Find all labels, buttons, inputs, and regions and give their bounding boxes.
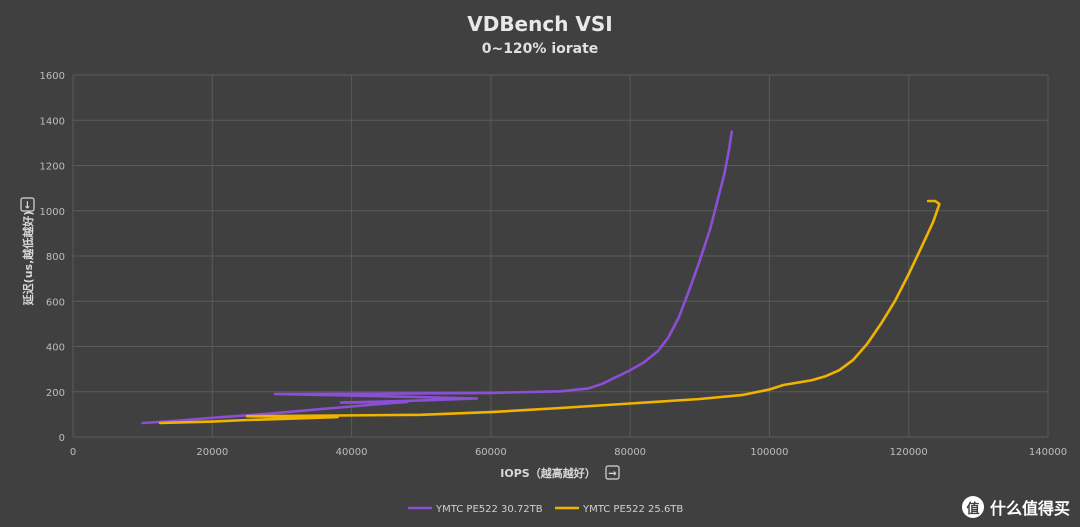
grid-lines — [72, 74, 1049, 438]
x-tick-label: 0 — [70, 447, 76, 458]
svg-text:→: → — [608, 469, 616, 480]
y-axis-label: 延迟(us,越低越好) — [21, 211, 35, 307]
y-tick-label: 600 — [46, 297, 65, 308]
x-tick-label: 20000 — [196, 447, 228, 458]
legend-label: YMTC PE522 30.72TB — [435, 504, 543, 515]
watermark-text: 什么值得买 — [989, 499, 1070, 518]
y-tick-label: 1400 — [40, 116, 65, 127]
x-tick-label: 120000 — [890, 447, 928, 458]
y-tick-label: 1600 — [40, 71, 65, 82]
legend-label: YMTC PE522 25.6TB — [582, 504, 683, 515]
y-tick-labels: 0 200 400 600 800 1000 1200 1400 1600 — [40, 71, 65, 444]
y-tick-label: 1000 — [40, 207, 65, 218]
axis-labels: IOPS（越高越好） → 延迟(us,越低越好)↓ — [20, 197, 620, 480]
x-tick-label: 140000 — [1029, 447, 1067, 458]
x-axis-label: IOPS（越高越好） — [500, 466, 595, 480]
x-arrow-icon: → — [605, 465, 620, 480]
y-tick-label: 400 — [46, 343, 65, 354]
series-line-1 — [141, 130, 734, 425]
watermark-logo-icon: 值 — [961, 496, 984, 518]
x-tick-label: 100000 — [750, 447, 788, 458]
legend-item-2: YMTC PE522 25.6TB — [555, 504, 683, 515]
svg-text:↓: ↓ — [23, 201, 31, 212]
x-tick-label: 40000 — [336, 447, 368, 458]
y-tick-label: 200 — [46, 388, 65, 399]
legend: YMTC PE522 30.72TB YMTC PE522 25.6TB — [408, 504, 683, 515]
x-tick-label: 60000 — [475, 447, 507, 458]
y-arrow-icon: ↓ — [20, 197, 35, 212]
y-tick-label: 800 — [46, 252, 65, 263]
chart-subtitle: 0~120% iorate — [481, 41, 599, 57]
x-tick-label: 80000 — [614, 447, 646, 458]
x-tick-labels: 0 20000 40000 60000 80000 100000 120000 140000 — [70, 447, 1067, 458]
watermark: 值 什么值得买 — [961, 495, 1070, 519]
y-tick-label: 0 — [59, 433, 65, 444]
chart-title: VDBench VSI — [467, 12, 613, 36]
y-tick-label: 1200 — [40, 162, 65, 173]
legend-item-1: YMTC PE522 30.72TB — [408, 504, 543, 515]
series-lines — [141, 130, 941, 425]
series-line-2 — [158, 199, 941, 425]
